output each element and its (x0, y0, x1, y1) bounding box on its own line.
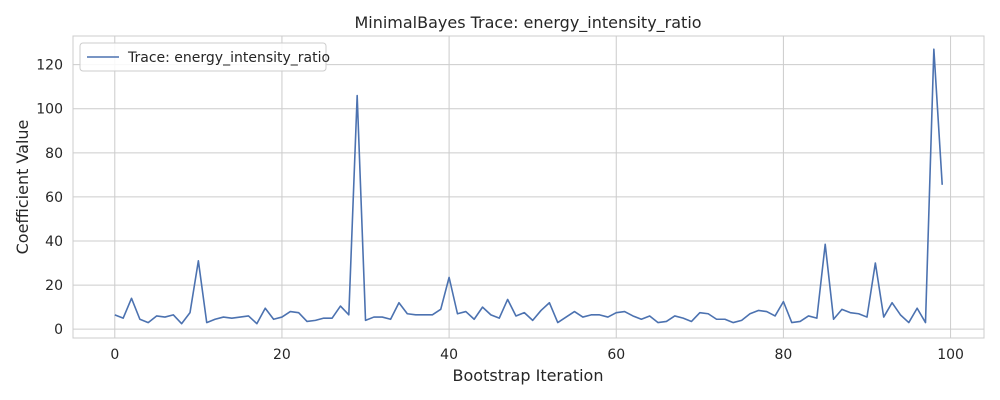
x-tick-label: 40 (440, 347, 458, 363)
y-tick-label: 40 (45, 234, 63, 250)
x-tick-label: 20 (273, 347, 291, 363)
y-tick-label: 120 (36, 58, 63, 74)
plot-area (72, 35, 985, 339)
y-axis-label: Coefficient Value (13, 120, 32, 255)
y-tick-label: 20 (45, 278, 63, 294)
legend: Trace: energy_intensity_ratio (79, 42, 330, 72)
series-line (114, 48, 944, 325)
x-axis-label: Bootstrap Iteration (453, 366, 604, 385)
legend-box (79, 42, 327, 72)
legend-label: Trace: energy_intensity_ratio (127, 50, 330, 66)
series-layer (114, 48, 944, 325)
x-tick-label: 0 (110, 347, 119, 363)
y-tick-label: 0 (54, 322, 63, 338)
grid (73, 36, 984, 338)
chart-title: MinimalBayes Trace: energy_intensity_rat… (354, 13, 701, 33)
x-tick-label: 60 (607, 347, 625, 363)
x-tick-label: 80 (774, 347, 792, 363)
y-tick-label: 60 (45, 190, 63, 206)
y-tick-label: 80 (45, 146, 63, 162)
x-tick-label: 100 (937, 347, 964, 363)
tick-labels: 0 20 40 60 80 100 0 20 40 60 80 100 120 (36, 58, 964, 363)
y-tick-label: 100 (36, 102, 63, 118)
